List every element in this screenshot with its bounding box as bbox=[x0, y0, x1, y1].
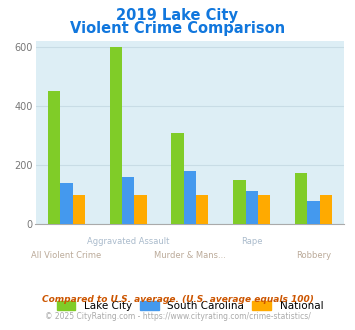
Bar bbox=[110, 47, 122, 224]
Bar bbox=[307, 201, 320, 224]
Bar bbox=[233, 180, 246, 224]
Text: Violent Crime Comparison: Violent Crime Comparison bbox=[70, 21, 285, 36]
Bar bbox=[184, 171, 196, 224]
Bar bbox=[196, 195, 208, 224]
Bar bbox=[246, 191, 258, 224]
Bar bbox=[258, 195, 270, 224]
Legend: Lake City, South Carolina, National: Lake City, South Carolina, National bbox=[54, 298, 326, 314]
Text: Robbery: Robbery bbox=[296, 251, 331, 260]
Bar bbox=[320, 195, 332, 224]
Text: All Violent Crime: All Violent Crime bbox=[31, 251, 102, 260]
Text: Aggravated Assault: Aggravated Assault bbox=[87, 237, 169, 246]
Bar bbox=[60, 183, 72, 224]
Bar bbox=[134, 195, 147, 224]
Bar bbox=[48, 91, 60, 224]
Text: 2019 Lake City: 2019 Lake City bbox=[116, 8, 239, 23]
Bar bbox=[122, 177, 134, 224]
Text: Compared to U.S. average. (U.S. average equals 100): Compared to U.S. average. (U.S. average … bbox=[42, 295, 313, 304]
Text: © 2025 CityRating.com - https://www.cityrating.com/crime-statistics/: © 2025 CityRating.com - https://www.city… bbox=[45, 312, 310, 321]
Bar bbox=[72, 195, 85, 224]
Text: Murder & Mans...: Murder & Mans... bbox=[154, 251, 226, 260]
Bar bbox=[171, 133, 184, 224]
Bar bbox=[295, 173, 307, 224]
Text: Rape: Rape bbox=[241, 237, 262, 246]
